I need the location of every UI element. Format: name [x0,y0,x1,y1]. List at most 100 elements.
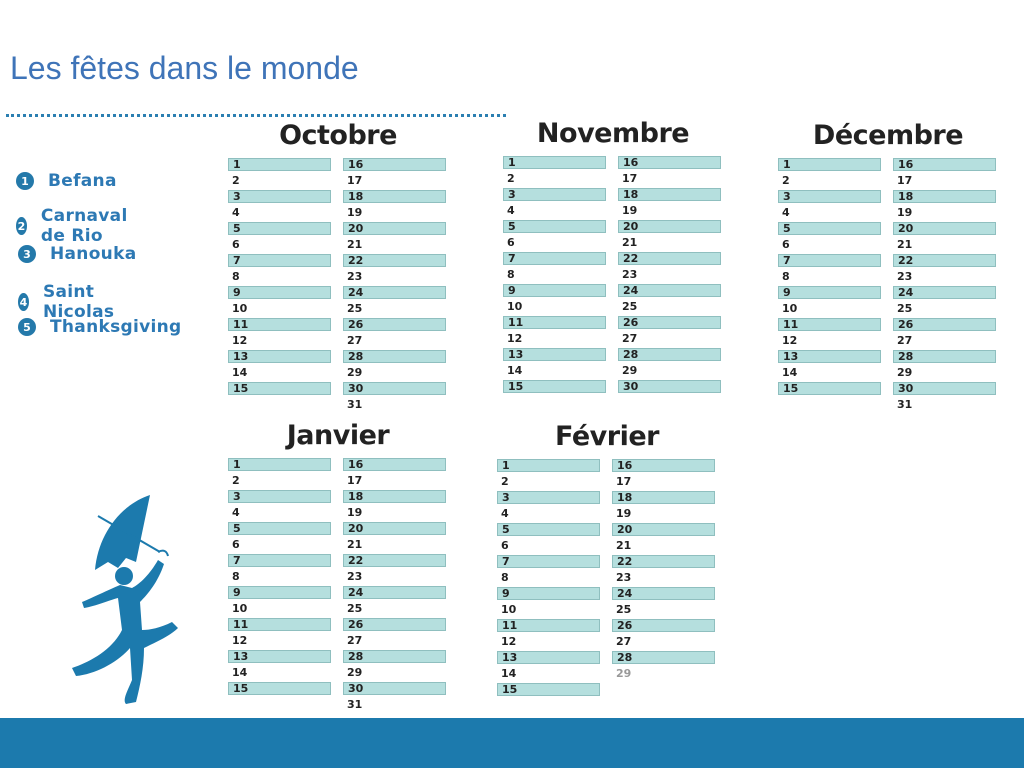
day-cell: 15 [228,682,331,695]
page-title: Les fêtes dans le monde [10,50,359,86]
day-cell: 28 [612,651,715,664]
day-cell: 20 [343,522,446,535]
day-cell: 13 [497,651,600,664]
month-name: Décembre [812,120,964,151]
day-cell: 19 [616,507,632,520]
day-cell: 5 [228,522,331,535]
day-cell: 22 [612,555,715,568]
day-cell: 6 [232,538,240,551]
day-cell: 14 [501,667,517,680]
day-cell: 26 [893,318,996,331]
day-cell: 3 [503,188,606,201]
legend-number-badge: 1 [16,172,34,190]
day-cell: 21 [897,238,913,251]
day-cell: 10 [232,602,248,615]
day-cell: 9 [778,286,881,299]
day-cell: 13 [778,350,881,363]
day-cell: 29 [897,366,913,379]
day-cell: 6 [232,238,240,251]
day-cell: 2 [232,174,240,187]
day-cell: 23 [897,270,913,283]
day-cell: 14 [232,666,248,679]
day-cell: 28 [618,348,721,361]
day-cell: 21 [347,538,363,551]
day-cell: 21 [347,238,363,251]
day-cell: 28 [343,350,446,363]
day-cell: 21 [622,236,638,249]
day-cell: 31 [347,398,363,411]
day-cell: 22 [343,254,446,267]
day-cell: 29 [347,366,363,379]
day-cell: 3 [497,491,600,504]
day-cell: 14 [507,364,523,377]
month-name: Octobre [279,120,397,151]
day-cell: 25 [897,302,913,315]
day-cell: 25 [347,602,363,615]
day-cell: 29 [347,666,363,679]
day-cell: 1 [228,158,331,171]
day-cell: 22 [343,554,446,567]
day-cell: 30 [343,382,446,395]
day-cell: 9 [228,286,331,299]
day-cell: 12 [232,334,248,347]
day-cell: 18 [893,190,996,203]
day-cell: 3 [228,490,331,503]
day-cell: 23 [347,270,363,283]
day-cell: 16 [343,458,446,471]
day-cell: 11 [228,618,331,631]
legend-label: Carnaval de Rio [40,206,128,246]
day-cell: 10 [232,302,248,315]
day-cell: 25 [622,300,638,313]
day-cell: 18 [612,491,715,504]
day-cell: 5 [497,523,600,536]
day-cell: 17 [897,174,913,187]
day-cell: 6 [507,236,515,249]
day-cell: 2 [501,475,509,488]
legend-number-badge: 2 [16,217,27,235]
day-cell: 26 [343,618,446,631]
day-cell: 8 [232,570,240,583]
day-cell: 6 [782,238,790,251]
day-cell: 23 [622,268,638,281]
day-cell: 11 [778,318,881,331]
day-cell: 2 [507,172,515,185]
day-cell: 28 [893,350,996,363]
day-cell: 2 [232,474,240,487]
day-cell: 24 [893,286,996,299]
day-cell: 8 [501,571,509,584]
day-cell: 17 [347,474,363,487]
day-cell: 13 [228,650,331,663]
day-cell: 18 [618,188,721,201]
day-cell: 30 [893,382,996,395]
day-cell: 10 [501,603,517,616]
day-cell: 12 [501,635,517,648]
month-name: Février [555,421,659,452]
day-cell: 23 [347,570,363,583]
day-cell: 27 [347,334,363,347]
legend-label: Saint Nicolas [42,282,115,322]
day-cell: 17 [622,172,638,185]
legend-item-2: 2 Carnaval de Rio [16,206,135,246]
day-cell: 11 [503,316,606,329]
day-cell: 4 [782,206,790,219]
day-cell: 14 [232,366,248,379]
day-cell: 19 [622,204,638,217]
day-cell: 28 [343,650,446,663]
day-cell: 1 [497,459,600,472]
day-cell: 11 [497,619,600,632]
day-cell: 14 [782,366,798,379]
day-cell: 19 [347,506,363,519]
day-cell: 26 [343,318,446,331]
legend-label: Befana [48,171,117,191]
day-cell: 7 [497,555,600,568]
day-cell: 8 [232,270,240,283]
day-cell: 19 [897,206,913,219]
day-cell: 22 [893,254,996,267]
day-cell: 20 [618,220,721,233]
day-cell: 5 [503,220,606,233]
day-cell: 12 [782,334,798,347]
day-cell: 27 [347,634,363,647]
legend-number-badge: 4 [18,293,29,311]
day-cell: 26 [612,619,715,632]
day-cell: 30 [618,380,721,393]
